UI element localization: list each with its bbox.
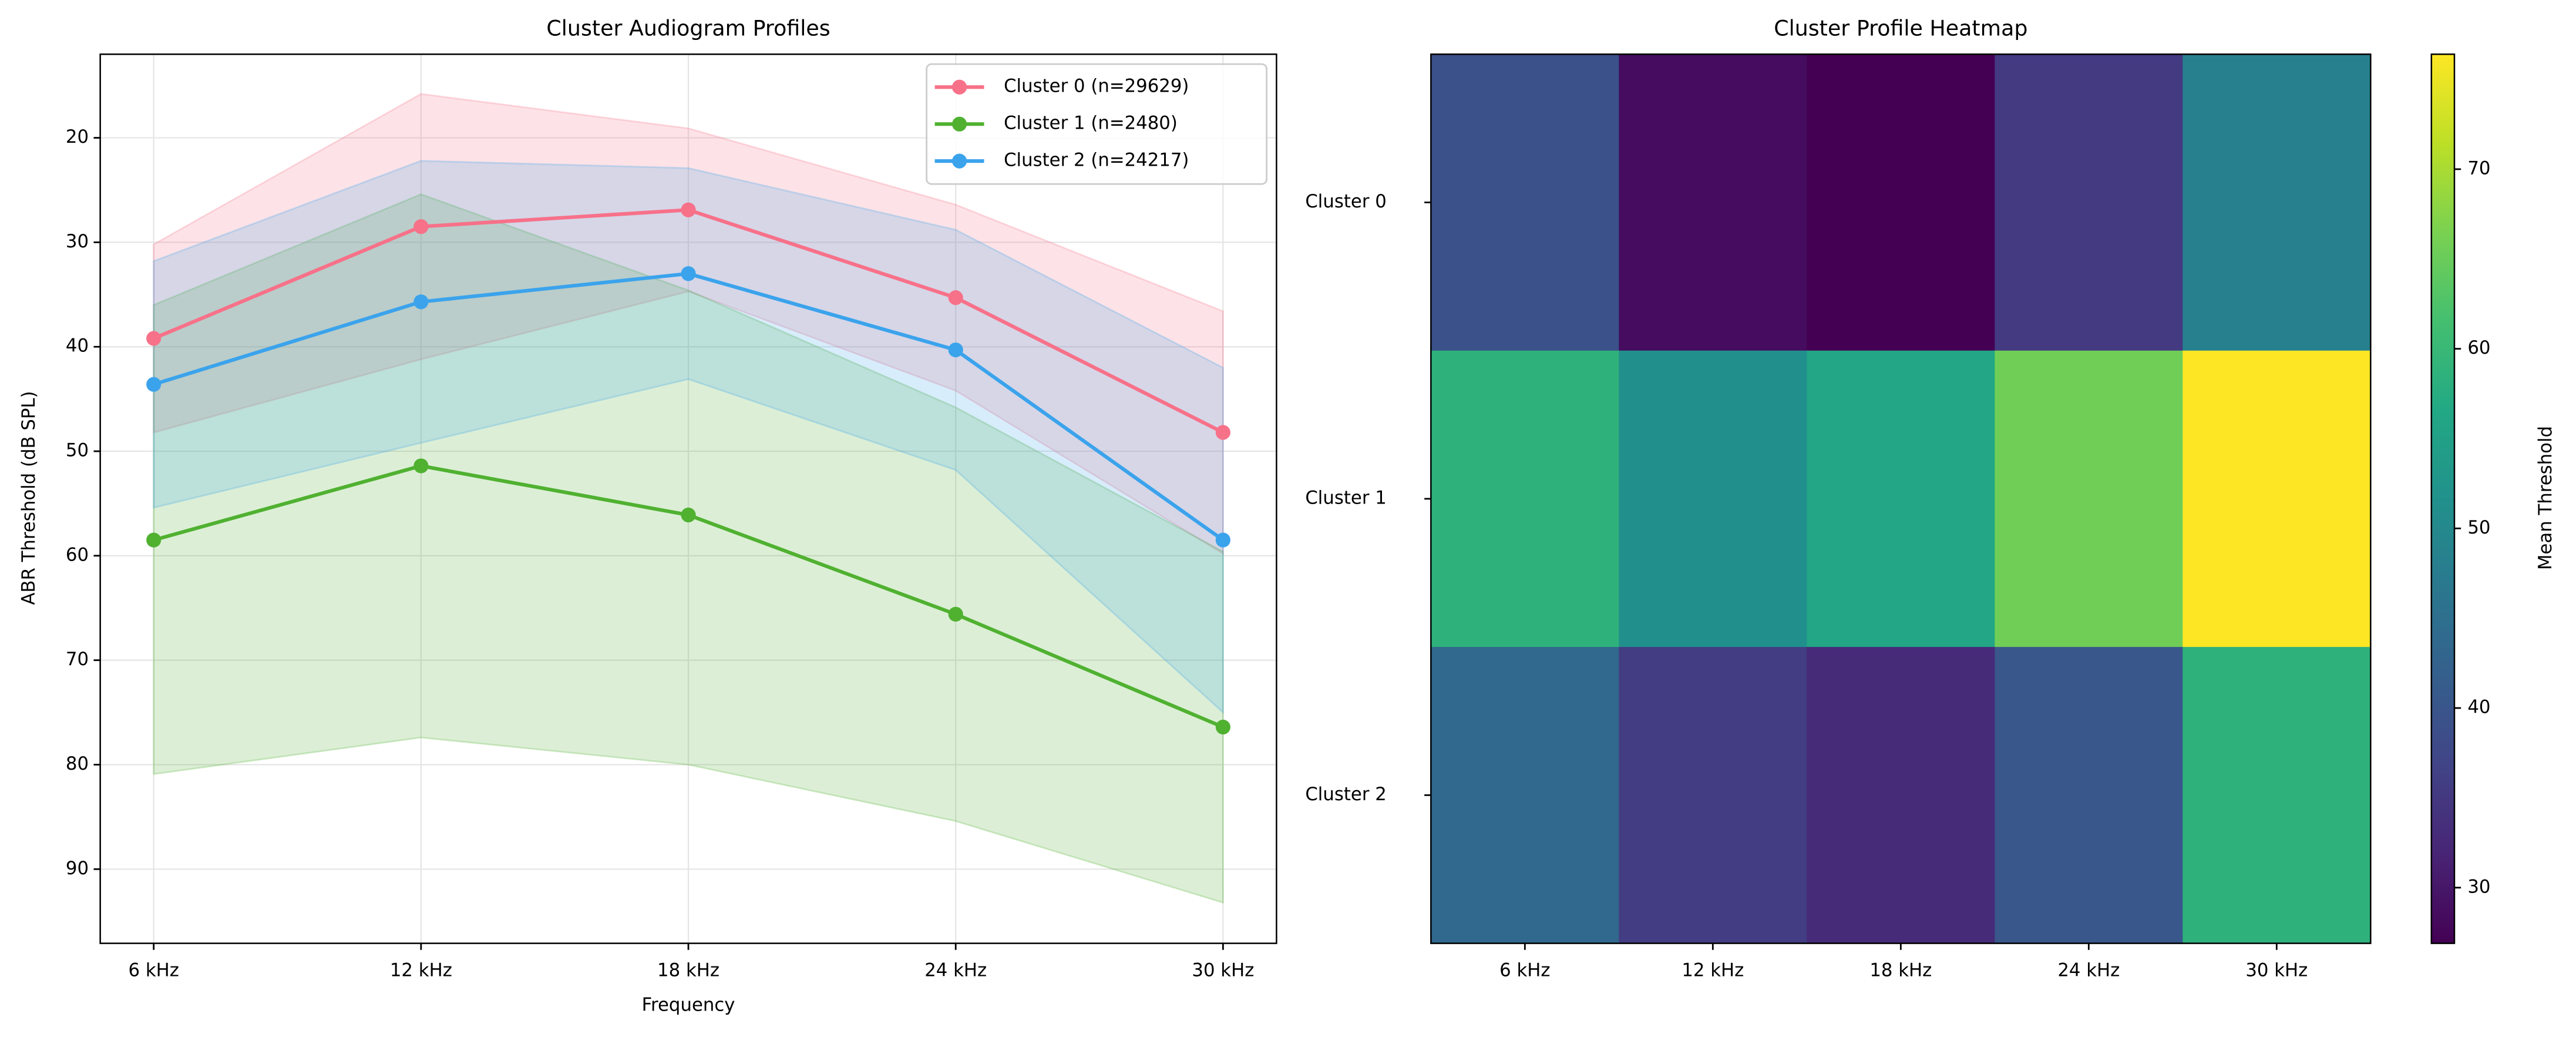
x-tick-label: 6 kHz <box>128 960 179 981</box>
legend-box <box>926 63 1268 185</box>
x-tick-label: 30 kHz <box>2245 960 2308 981</box>
marker <box>1215 425 1230 440</box>
marker <box>681 507 696 523</box>
plot-frame <box>99 53 1277 944</box>
y-tick-label: 30 <box>66 231 89 252</box>
colorbar-tick-label: 70 <box>2467 157 2490 179</box>
y-tick-label: 50 <box>66 440 89 461</box>
x-tick-label: 6 kHz <box>1499 960 1550 981</box>
marker <box>413 219 429 234</box>
heatmap-cell <box>1619 54 1808 351</box>
x-tick-label: 24 kHz <box>924 960 987 981</box>
x-tick-label: 12 kHz <box>1682 960 1744 981</box>
heatmap-cell <box>1995 647 2184 944</box>
heatmap-cell <box>2182 647 2372 944</box>
marker <box>948 606 963 622</box>
y-tick-label: 70 <box>66 649 89 670</box>
marker <box>146 532 162 548</box>
legend-label: Cluster 0 (n=29629) <box>1004 76 1189 97</box>
heatmap-cell <box>1995 350 2184 647</box>
x-tick-label: 30 kHz <box>1192 960 1254 981</box>
band <box>153 193 1224 904</box>
y-tick-label: 60 <box>66 544 89 565</box>
band <box>153 93 1224 555</box>
heatmap-cell <box>1619 647 1808 944</box>
y-tick-label: Cluster 1 <box>1305 487 1386 508</box>
y-axis-label: ABR Threshold (dB SPL) <box>18 391 39 605</box>
x-axis-label: Frequency <box>642 994 735 1015</box>
marker <box>948 290 963 306</box>
colorbar-tick-label: 30 <box>2467 876 2490 897</box>
marker <box>948 342 963 358</box>
heatmap-cell <box>1431 350 1620 647</box>
colorbar-tick-label: 60 <box>2467 337 2490 358</box>
marker <box>146 377 162 392</box>
colorbar-label: Mean Threshold <box>2535 426 2556 570</box>
y-tick-label: 20 <box>66 126 89 147</box>
marker <box>146 331 162 346</box>
y-tick-label: Cluster 0 <box>1305 191 1386 212</box>
plot-frame <box>1430 53 2372 944</box>
heatmap-cell <box>1807 647 1996 944</box>
y-tick-label: 90 <box>66 858 89 879</box>
colorbar-tick-label: 50 <box>2467 517 2490 538</box>
legend-label: Cluster 1 (n=2480) <box>1004 113 1178 134</box>
marker <box>1215 719 1230 735</box>
marker <box>413 294 429 310</box>
heatmap-cell <box>2182 54 2372 351</box>
heatmap-cell <box>1995 54 2184 351</box>
colorbar <box>2430 53 2456 944</box>
heatmap-cell <box>1619 350 1808 647</box>
marker <box>413 458 429 474</box>
heatmap-cell <box>1431 54 1620 351</box>
chart-title: Cluster Profile Heatmap <box>1774 15 2027 41</box>
y-tick-label: Cluster 2 <box>1305 784 1386 805</box>
legend-marker <box>951 79 967 95</box>
y-tick-label: 80 <box>66 753 89 774</box>
heatmap-cell <box>1431 647 1620 944</box>
marker <box>681 202 696 217</box>
heatmap-cell <box>1807 350 1996 647</box>
x-tick-label: 24 kHz <box>2057 960 2120 981</box>
legend-marker <box>951 153 967 169</box>
chart-title: Cluster Audiogram Profiles <box>546 15 830 41</box>
colorbar-tick-label: 40 <box>2467 697 2490 718</box>
marker <box>1215 532 1230 548</box>
y-tick-label: 40 <box>66 335 89 357</box>
x-tick-label: 18 kHz <box>1869 960 1932 981</box>
x-tick-label: 12 kHz <box>390 960 452 981</box>
x-tick-label: 18 kHz <box>657 960 719 981</box>
heatmap-cell <box>1807 54 1996 351</box>
legend-marker <box>951 116 967 132</box>
heatmap-cell <box>2182 350 2372 647</box>
marker <box>681 266 696 281</box>
legend-label: Cluster 2 (n=24217) <box>1004 150 1189 171</box>
